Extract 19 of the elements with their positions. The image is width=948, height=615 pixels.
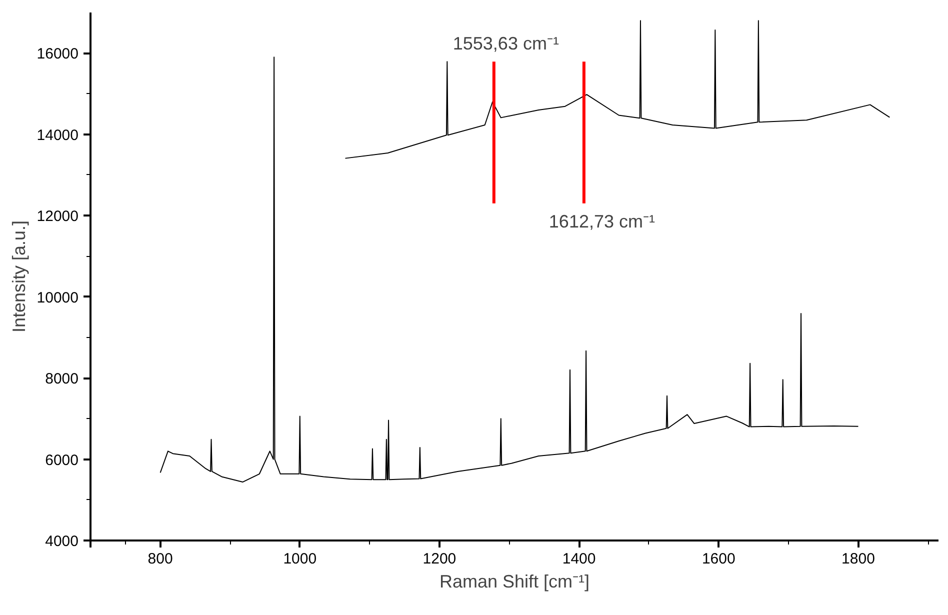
x-tick-label: 800	[148, 550, 173, 568]
x-tick-label: 1600	[702, 550, 736, 568]
x-tick-label: 1800	[842, 550, 875, 568]
y-tick-label: 16000	[36, 46, 79, 63]
y-tick-label: 14000	[36, 126, 79, 144]
y-tick-label: 6000	[45, 452, 79, 469]
x-tick-label: 1000	[283, 550, 317, 568]
x-axis-title: Raman Shift [cm⁻¹]	[439, 572, 590, 592]
y-tick-label: 4000	[45, 533, 79, 550]
y-axis-title: Intensity [a.u.]	[8, 220, 29, 333]
annotation: 1612,73 cm⁻¹	[548, 211, 655, 232]
y-tick-label: 10000	[36, 289, 79, 306]
x-tick-label: 1200	[422, 550, 456, 568]
annotation: 1553,63 cm⁻¹	[452, 34, 559, 54]
x-tick-label: 1400	[562, 550, 596, 568]
line-series	[344, 20, 890, 159]
y-tick-label: 12000	[36, 208, 79, 226]
line-series	[160, 56, 859, 483]
y-tick-label: 8000	[45, 370, 79, 388]
